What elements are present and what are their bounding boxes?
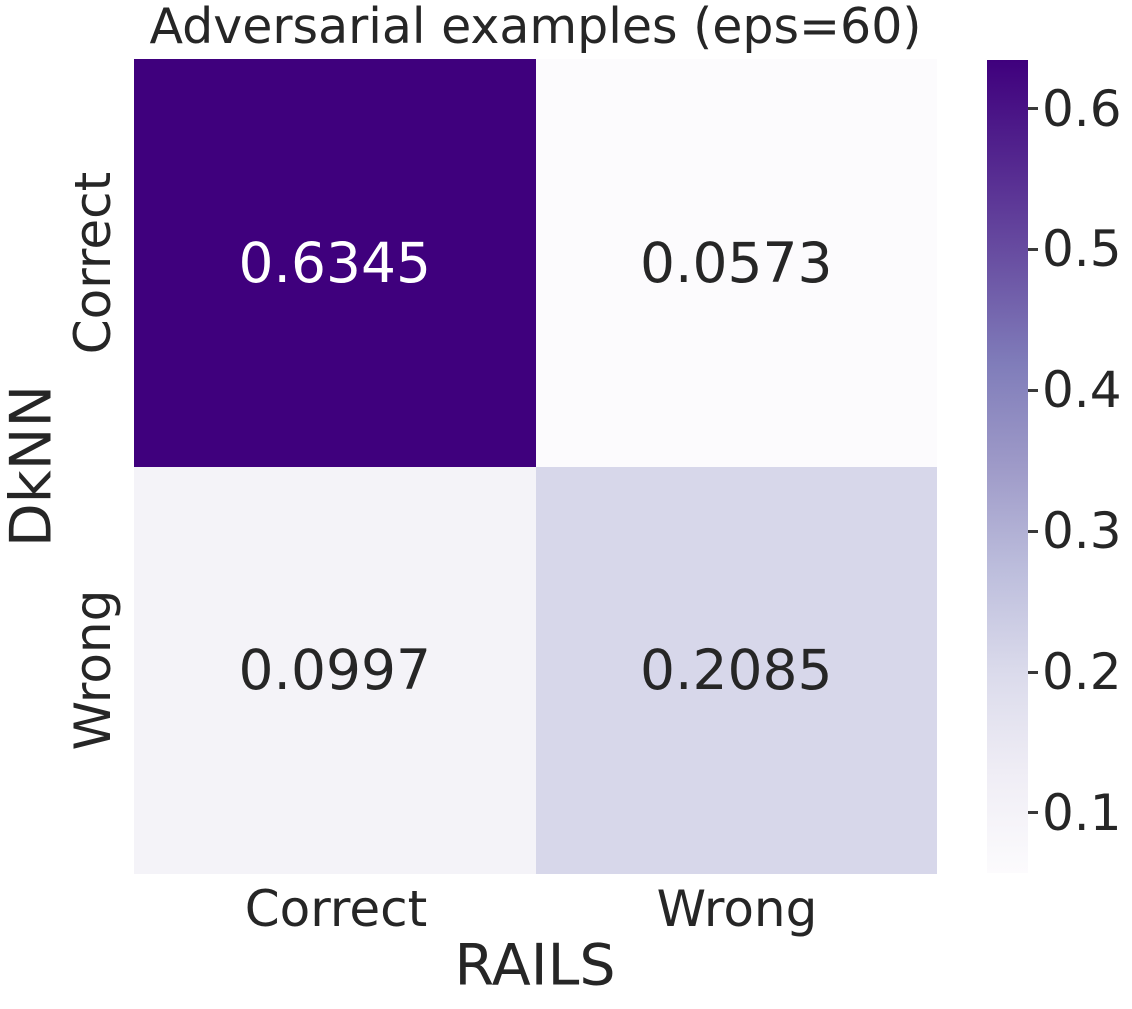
x-axis-label: RAILS — [454, 932, 616, 999]
heatmap-cell: 0.2085 — [535, 466, 937, 874]
colorbar-tick-mark — [1028, 529, 1038, 533]
heatmap: 0.6345 0.0573 0.0997 0.2085 — [134, 59, 937, 874]
cell-value: 0.0573 — [640, 230, 833, 295]
cell-value: 0.2085 — [640, 638, 833, 703]
heatmap-cell: 0.0573 — [535, 59, 937, 467]
heatmap-cell: 0.0997 — [134, 466, 536, 874]
colorbar-tick-mark — [1028, 107, 1038, 111]
colorbar-tick-mark — [1028, 388, 1038, 392]
x-tick-label-correct: Correct — [244, 880, 428, 938]
colorbar-tick-label: 0.6 — [1042, 79, 1122, 138]
cell-value: 0.0997 — [238, 638, 431, 703]
cell-value: 0.6345 — [238, 230, 431, 295]
y-tick-label-correct: Correct — [64, 171, 122, 355]
y-tick-label-wrong: Wrong — [64, 589, 122, 751]
colorbar-tick-mark — [1028, 247, 1038, 251]
heatmap-cell: 0.6345 — [134, 59, 536, 467]
colorbar-tick-label: 0.2 — [1042, 643, 1122, 701]
y-axis-label: DkNN — [0, 384, 65, 548]
chart-title: Adversarial examples (eps=60) — [149, 0, 922, 55]
x-tick-label-wrong: Wrong — [656, 880, 818, 938]
colorbar-tick-label: 0.3 — [1042, 502, 1122, 561]
colorbar-tick-mark — [1028, 670, 1038, 674]
colorbar-tick-label: 0.1 — [1042, 783, 1122, 842]
colorbar-tick-label: 0.4 — [1042, 361, 1122, 420]
colorbar-tick-label: 0.5 — [1042, 220, 1122, 279]
colorbar-tick-mark — [1028, 811, 1038, 815]
colorbar-gradient — [987, 60, 1028, 873]
